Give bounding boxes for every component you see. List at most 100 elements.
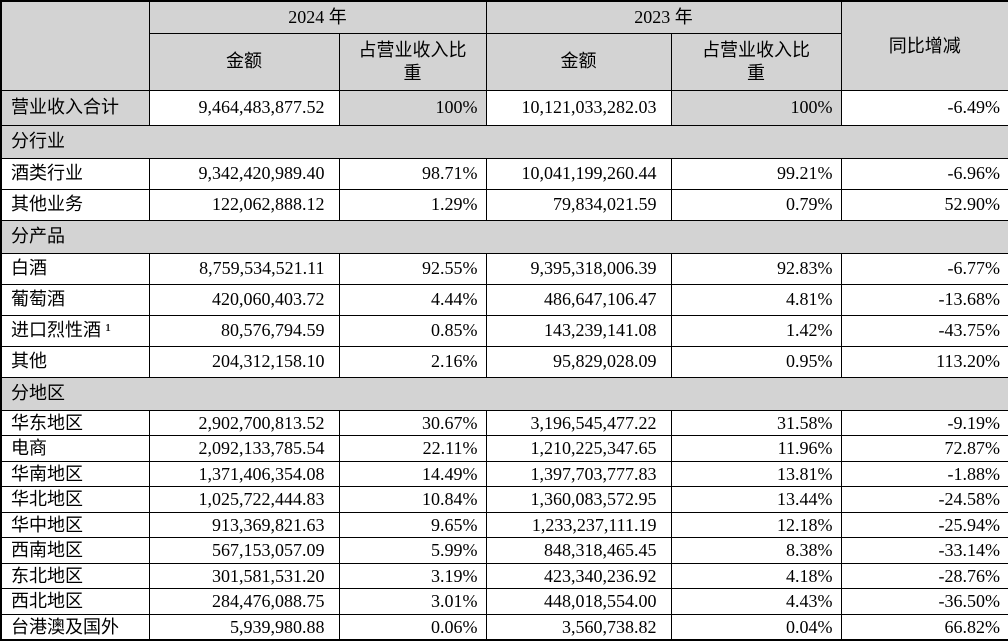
amount-2023-cell: 848,318,465.45 [485, 537, 672, 564]
amount-2023-cell: 486,647,106.47 [485, 283, 672, 316]
ratio-2024-cell: 1.29% [338, 188, 487, 221]
yoy-header: 同比增减 [840, 0, 1008, 91]
table-row-southwest: 西南地区 567,153,057.09 5.99% 848,318,465.45… [0, 537, 1008, 564]
ratio-2024-cell: 100% [338, 89, 487, 126]
amount-2023-cell: 3,560,738.82 [485, 613, 672, 641]
section-label-cell: 分产品 [0, 219, 1008, 254]
amount-2024-cell: 301,581,531.20 [148, 562, 340, 589]
amount-2023-cell: 1,233,237,111.19 [485, 511, 672, 538]
ratio-2024-cell: 2.16% [338, 345, 487, 378]
row-label-cell: 东北地区 [0, 562, 150, 589]
corner-cell [0, 0, 150, 91]
ratio-2024-cell: 3.01% [338, 588, 487, 615]
amount-2023-cell: 79,834,021.59 [485, 188, 672, 221]
amount-2024-cell: 1,025,722,444.83 [148, 486, 340, 513]
ratio-2023-cell: 11.96% [670, 435, 842, 462]
amount-2024-header: 金额 [148, 32, 340, 91]
ratio-2023-cell: 4.18% [670, 562, 842, 589]
amount-2023-cell: 95,829,028.09 [485, 345, 672, 378]
row-label-cell: 葡萄酒 [0, 283, 150, 316]
amount-2023-cell: 1,360,083,572.95 [485, 486, 672, 513]
amount-2024-cell: 2,092,133,785.54 [148, 435, 340, 462]
ratio-2023-cell: 12.18% [670, 511, 842, 538]
table-row-liquor-industry: 酒类行业 9,342,420,989.40 98.71% 10,041,199,… [0, 157, 1008, 190]
amount-2023-cell: 448,018,554.00 [485, 588, 672, 615]
ratio-2024-cell: 4.44% [338, 283, 487, 316]
row-label-cell: 西南地区 [0, 537, 150, 564]
ratio-2024-cell: 5.99% [338, 537, 487, 564]
amount-2024-cell: 567,153,057.09 [148, 537, 340, 564]
ratio-2024-cell: 0.85% [338, 314, 487, 347]
amount-2023-cell: 1,397,703,777.83 [485, 460, 672, 487]
ratio-2024-header-text: 占营业收入比重 [358, 40, 467, 83]
yoy-cell: 72.87% [840, 435, 1008, 462]
ratio-2023-header: 占营业收入比重 [670, 32, 842, 91]
amount-2024-cell: 9,342,420,989.40 [148, 157, 340, 190]
table-row-south-china: 华南地区 1,371,406,354.08 14.49% 1,397,703,7… [0, 460, 1008, 487]
table-row-east-china: 华东地区 2,902,700,813.52 30.67% 3,196,545,4… [0, 409, 1008, 436]
row-label-cell: 华中地区 [0, 511, 150, 538]
ratio-2023-cell: 31.58% [670, 409, 842, 436]
amount-2024-cell: 913,369,821.63 [148, 511, 340, 538]
amount-2024-cell: 8,759,534,521.11 [148, 252, 340, 285]
amount-2024-cell: 284,476,088.75 [148, 588, 340, 615]
table-row-hk-macao-taiwan-overseas: 台港澳及国外 5,939,980.88 0.06% 3,560,738.82 0… [0, 613, 1008, 641]
ratio-2023-cell: 0.79% [670, 188, 842, 221]
row-label-cell: 其他 [0, 345, 150, 378]
yoy-cell: 52.90% [840, 188, 1008, 221]
yoy-cell: -36.50% [840, 588, 1008, 615]
ratio-2023-cell: 0.95% [670, 345, 842, 378]
yoy-cell: -43.75% [840, 314, 1008, 347]
amount-2024-cell: 2,902,700,813.52 [148, 409, 340, 436]
yoy-cell: 66.82% [840, 613, 1008, 641]
amount-2024-cell: 80,576,794.59 [148, 314, 340, 347]
ratio-2023-cell: 100% [670, 89, 842, 126]
yoy-cell: -1.88% [840, 460, 1008, 487]
amount-2024-cell: 5,939,980.88 [148, 613, 340, 641]
table-row-north-china: 华北地区 1,025,722,444.83 10.84% 1,360,083,5… [0, 486, 1008, 513]
table-row-imported-spirits: 进口烈性酒 ¹ 80,576,794.59 0.85% 143,239,141.… [0, 314, 1008, 347]
table-row-ecommerce: 电商 2,092,133,785.54 22.11% 1,210,225,347… [0, 435, 1008, 462]
row-label-cell: 其他业务 [0, 188, 150, 221]
table-row-northwest: 西北地区 284,476,088.75 3.01% 448,018,554.00… [0, 588, 1008, 615]
ratio-2023-header-text: 占营业收入比重 [702, 40, 810, 83]
ratio-2024-cell: 3.19% [338, 562, 487, 589]
row-label-cell: 酒类行业 [0, 157, 150, 190]
yoy-cell: -6.96% [840, 157, 1008, 190]
amount-2023-cell: 423,340,236.92 [485, 562, 672, 589]
header-row-measures: 金额 占营业收入比重 金额 占营业收入比重 [1, 32, 1008, 91]
table-row-baijiu: 白酒 8,759,534,521.11 92.55% 9,395,318,006… [0, 252, 1008, 285]
yoy-cell: -9.19% [840, 409, 1008, 436]
yoy-cell: -25.94% [840, 511, 1008, 538]
ratio-2024-cell: 30.67% [338, 409, 487, 436]
ratio-2024-cell: 0.06% [338, 613, 487, 641]
ratio-2024-cell: 10.84% [338, 486, 487, 513]
ratio-2024-header: 占营业收入比重 [338, 32, 487, 91]
amount-2023-cell: 10,121,033,282.03 [485, 89, 672, 126]
section-row-by-product: 分产品 [0, 219, 1008, 254]
row-label-cell: 华东地区 [0, 409, 150, 436]
yoy-cell: -24.58% [840, 486, 1008, 513]
ratio-2023-cell: 4.43% [670, 588, 842, 615]
ratio-2024-cell: 22.11% [338, 435, 487, 462]
ratio-2023-cell: 99.21% [670, 157, 842, 190]
ratio-2024-cell: 92.55% [338, 252, 487, 285]
row-label-cell: 电商 [0, 435, 150, 462]
amount-2023-cell: 3,196,545,477.22 [485, 409, 672, 436]
year-2023-header: 2023 年 [485, 0, 842, 34]
yoy-cell: -28.76% [840, 562, 1008, 589]
amount-2023-cell: 9,395,318,006.39 [485, 252, 672, 285]
row-label-cell: 白酒 [0, 252, 150, 285]
section-label-cell: 分行业 [0, 124, 1008, 159]
table-row-other-business: 其他业务 122,062,888.12 1.29% 79,834,021.59 … [0, 188, 1008, 221]
table-row-other-products: 其他 204,312,158.10 2.16% 95,829,028.09 0.… [0, 345, 1008, 378]
ratio-2024-cell: 9.65% [338, 511, 487, 538]
amount-2023-cell: 1,210,225,347.65 [485, 435, 672, 462]
table-row-wine: 葡萄酒 420,060,403.72 4.44% 486,647,106.47 … [0, 283, 1008, 316]
ratio-2023-cell: 92.83% [670, 252, 842, 285]
ratio-2024-cell: 98.71% [338, 157, 487, 190]
amount-2023-header: 金额 [485, 32, 672, 91]
table-row-total-revenue: 营业收入合计 9,464,483,877.52 100% 10,121,033,… [0, 89, 1008, 126]
